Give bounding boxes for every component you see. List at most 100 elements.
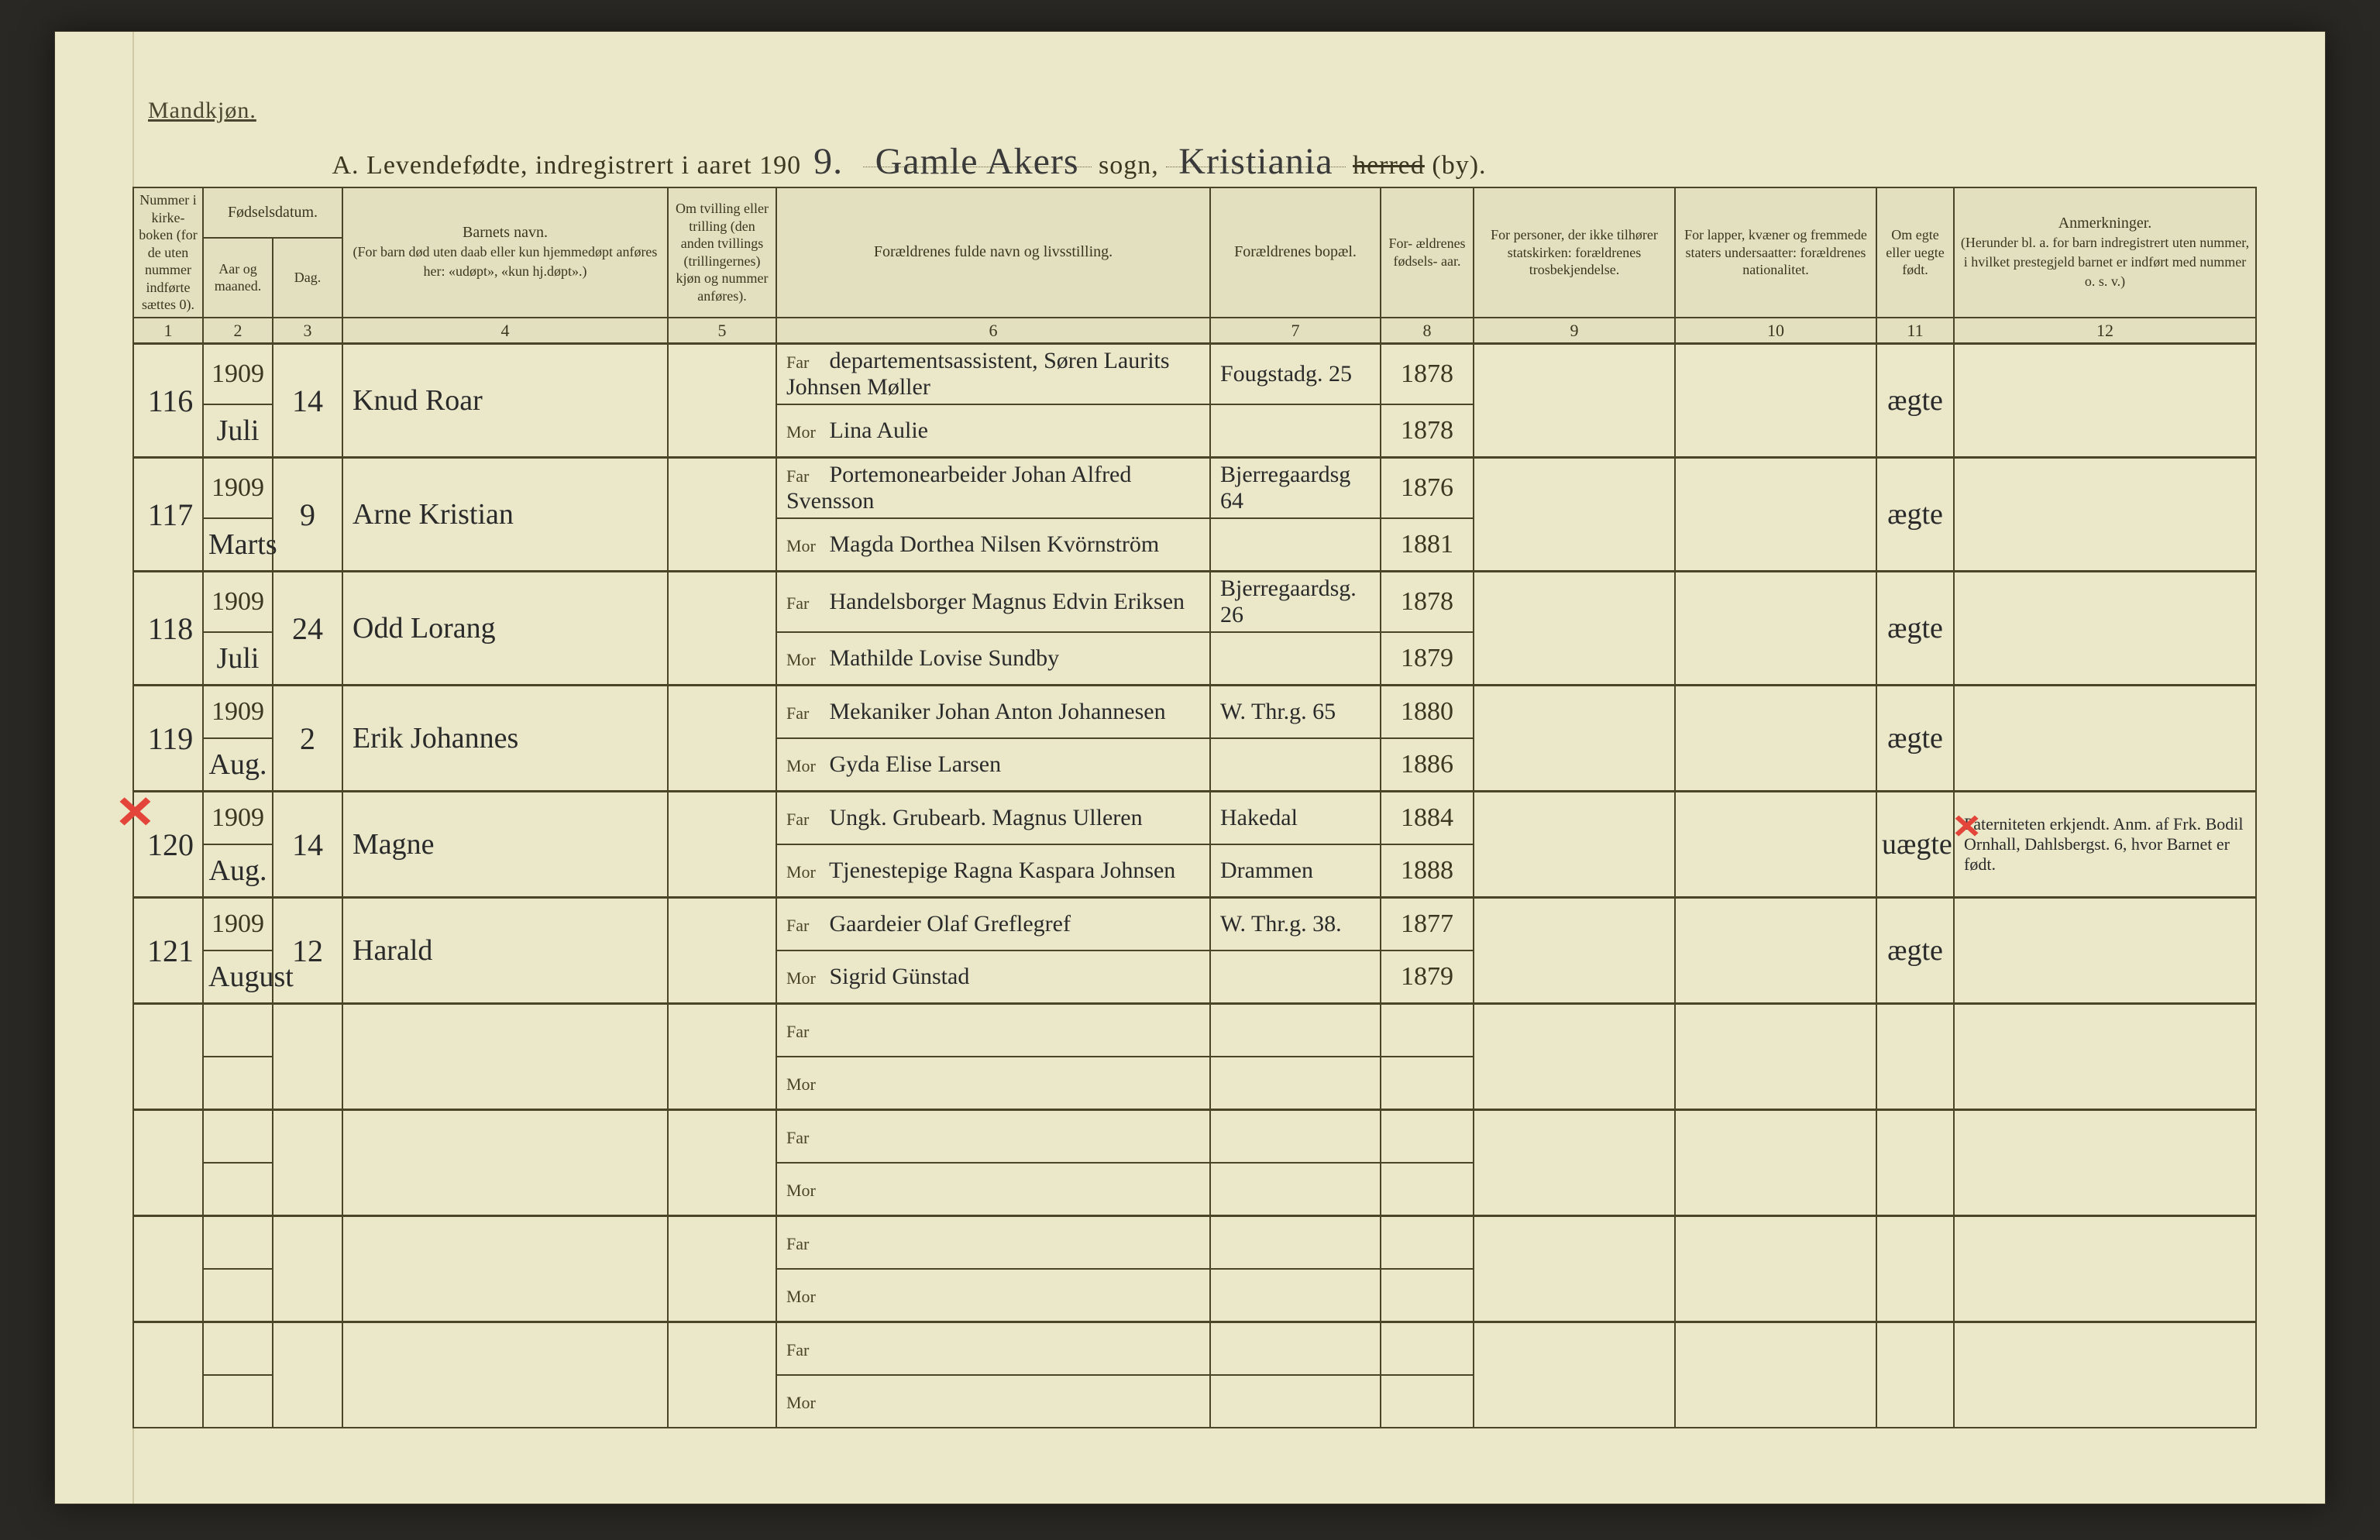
cell-number: 118 — [133, 572, 203, 686]
cell-nat — [1675, 458, 1876, 572]
cell — [1675, 1110, 1876, 1216]
table-row: Far — [133, 1004, 2256, 1057]
cell — [1474, 1110, 1675, 1216]
cell — [203, 1163, 273, 1216]
table-head: Nummer i kirke- boken (for de uten numme… — [133, 187, 2256, 344]
cell-number: 121 — [133, 898, 203, 1004]
table-row: 116190914Knud RoarFar departementsassist… — [133, 344, 2256, 405]
cell-number: 120 — [133, 792, 203, 898]
col-legit: Om egte eller uegte født. — [1876, 187, 1954, 318]
cell-name: Harald — [342, 898, 668, 1004]
cell: Mor — [776, 1057, 1210, 1110]
ledger-page: Mandkjøn. A. Levendefødte, indregistrert… — [54, 31, 2326, 1504]
cell — [203, 1375, 273, 1428]
cell — [273, 1110, 342, 1216]
cell: 1879 — [1381, 950, 1474, 1004]
gender-label: Mandkjøn. — [148, 98, 256, 124]
cell — [1210, 518, 1381, 572]
cell: Far Ungk. Grubearb. Magnus Ulleren — [776, 792, 1210, 845]
cell — [1474, 1004, 1675, 1110]
cell-day: 24 — [273, 572, 342, 686]
cell: Bjerregaardsg. 26 — [1210, 572, 1381, 633]
cell — [133, 1110, 203, 1216]
cell: August — [203, 950, 273, 1004]
table-row: 120190914MagneFar Ungk. Grubearb. Magnus… — [133, 792, 2256, 845]
cell: Bjerregaardsg 64 — [1210, 458, 1381, 519]
cell-legit: ægte — [1876, 898, 1954, 1004]
cell: 1878 — [1381, 572, 1474, 633]
cell-twin — [668, 792, 776, 898]
cell-note — [1954, 686, 2256, 792]
cell — [203, 1057, 273, 1110]
cell: Juli — [203, 632, 273, 686]
cell-faith — [1474, 458, 1675, 572]
cell — [1381, 1110, 1474, 1164]
cell — [342, 1004, 668, 1110]
cell — [668, 1322, 776, 1428]
col-twin: Om tvilling eller trilling (den anden tv… — [668, 187, 776, 318]
table-row: 121190912HaraldFar Gaardeier Olaf Grefle… — [133, 898, 2256, 951]
cell-day: 14 — [273, 344, 342, 458]
cell-nat — [1675, 344, 1876, 458]
cell-name: Knud Roar — [342, 344, 668, 458]
cell: Far — [776, 1004, 1210, 1057]
cell: 1909 — [203, 344, 273, 405]
cell — [1954, 1110, 2256, 1216]
cell: Mor — [776, 1375, 1210, 1428]
cell: Marts — [203, 518, 273, 572]
col-parentyears: For- ældrenes fødsels- aar. — [1381, 187, 1474, 318]
cell: W. Thr.g. 38. — [1210, 898, 1381, 951]
cell — [668, 1110, 776, 1216]
cell — [1210, 1375, 1381, 1428]
col-parents: Forældrenes fulde navn og livsstilling. — [776, 187, 1210, 318]
cell — [133, 1322, 203, 1428]
cell: Mor Tjenestepige Ragna Kaspara Johnsen — [776, 844, 1210, 898]
cell — [1210, 1216, 1381, 1270]
cell-day: 9 — [273, 458, 342, 572]
cell — [1474, 1322, 1675, 1428]
col-childname: Barnets navn. (For barn død uten daab el… — [342, 187, 668, 318]
col-birthdate: Fødselsdatum. — [203, 187, 342, 238]
cell: Hakedal — [1210, 792, 1381, 845]
cell: W. Thr.g. 65 — [1210, 686, 1381, 739]
table-row: 11719099Arne KristianFar Portemonearbeid… — [133, 458, 2256, 519]
cell: Mor — [776, 1269, 1210, 1322]
cell-name: Odd Lorang — [342, 572, 668, 686]
cell — [1675, 1216, 1876, 1322]
cell — [203, 1322, 273, 1376]
cell: 1886 — [1381, 738, 1474, 792]
cell — [1954, 1216, 2256, 1322]
cell: 1880 — [1381, 686, 1474, 739]
cell-number: 119 — [133, 686, 203, 792]
cell — [1210, 1057, 1381, 1110]
cell: 1884 — [1381, 792, 1474, 845]
cell — [1954, 1322, 2256, 1428]
cell — [1876, 1216, 1954, 1322]
cell — [1381, 1004, 1474, 1057]
cell: 1878 — [1381, 344, 1474, 405]
cell-note — [1954, 898, 2256, 1004]
cell: Far Handelsborger Magnus Edvin Eriksen — [776, 572, 1210, 633]
cell — [133, 1216, 203, 1322]
cell-faith — [1474, 898, 1675, 1004]
cell — [1675, 1004, 1876, 1110]
cell-legit: ægte — [1876, 686, 1954, 792]
ledger-table: Nummer i kirke- boken (for de uten numme… — [132, 187, 2257, 1428]
cell: 1909 — [203, 458, 273, 519]
cell — [1210, 1163, 1381, 1216]
cell: Drammen — [1210, 844, 1381, 898]
cell-day: 14 — [273, 792, 342, 898]
cell-twin — [668, 572, 776, 686]
cell-note — [1954, 458, 2256, 572]
cell — [1210, 1110, 1381, 1164]
cell — [1474, 1216, 1675, 1322]
cell — [1381, 1322, 1474, 1376]
cell: Mor Gyda Elise Larsen — [776, 738, 1210, 792]
cell — [203, 1004, 273, 1057]
table-row: Far — [133, 1110, 2256, 1164]
table-body: 116190914Knud RoarFar departementsassist… — [133, 344, 2256, 1428]
cell-twin — [668, 898, 776, 1004]
cell-faith — [1474, 344, 1675, 458]
cell — [668, 1004, 776, 1110]
cell: 1877 — [1381, 898, 1474, 951]
